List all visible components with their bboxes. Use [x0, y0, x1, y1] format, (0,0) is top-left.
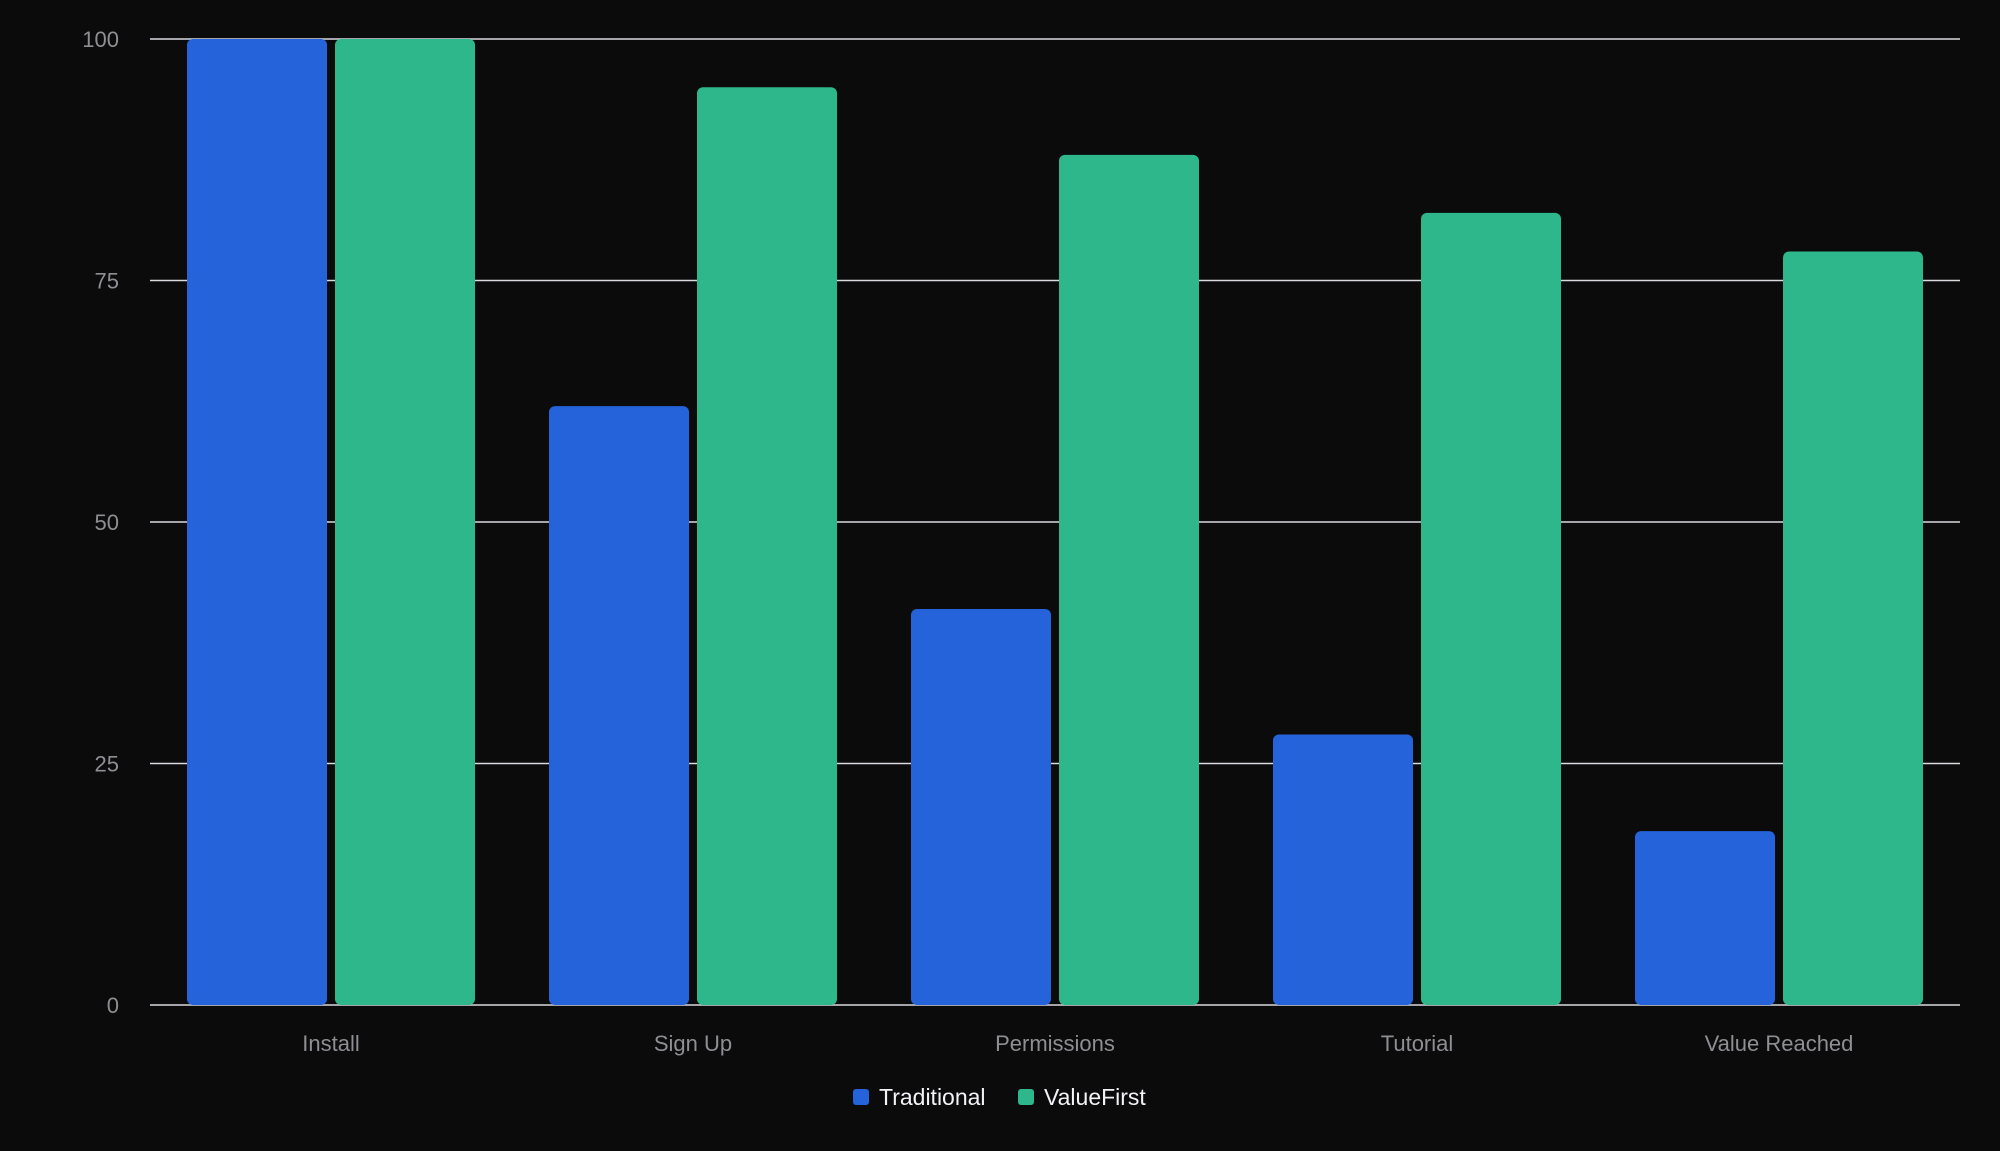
legend-item-traditional[interactable]: Traditional: [853, 1084, 986, 1110]
y-tick-label: 25: [95, 752, 119, 777]
y-tick-label: 75: [95, 269, 119, 294]
y-tick-label: 50: [95, 510, 119, 535]
bar-valuefirst-install: [335, 39, 475, 1005]
y-tick-label: 0: [107, 993, 119, 1018]
x-tick-label: Install: [302, 1031, 359, 1056]
y-tick-label: 100: [82, 27, 119, 52]
legend-swatch: [1018, 1089, 1034, 1105]
bar-traditional-value-reached: [1635, 831, 1775, 1005]
x-tick-label: Permissions: [995, 1031, 1115, 1056]
legend: Traditional ValueFirst: [853, 1084, 1146, 1110]
y-axis-ticks: 0 25 50 75 100: [82, 27, 119, 1018]
bar-traditional-sign-up: [549, 406, 689, 1006]
legend-swatch: [853, 1089, 869, 1105]
bar-traditional-install: [187, 39, 327, 1005]
bar-valuefirst-permissions: [1059, 154, 1199, 1006]
x-tick-label: Sign Up: [654, 1031, 732, 1056]
bar-valuefirst-value-reached: [1783, 251, 1923, 1005]
x-tick-label: Value Reached: [1705, 1031, 1854, 1056]
legend-label: Traditional: [879, 1084, 986, 1110]
bar-valuefirst-sign-up: [697, 87, 837, 1006]
bars: [187, 39, 1923, 1006]
bar-traditional-permissions: [911, 608, 1051, 1005]
x-tick-label: Tutorial: [1381, 1031, 1454, 1056]
bar-traditional-tutorial: [1273, 734, 1413, 1005]
x-axis-ticks: Install Sign Up Permissions Tutorial Value R…: [302, 1031, 1853, 1056]
legend-label: ValueFirst: [1044, 1084, 1146, 1110]
legend-item-valuefirst[interactable]: ValueFirst: [1018, 1084, 1146, 1110]
bar-valuefirst-tutorial: [1421, 212, 1561, 1005]
